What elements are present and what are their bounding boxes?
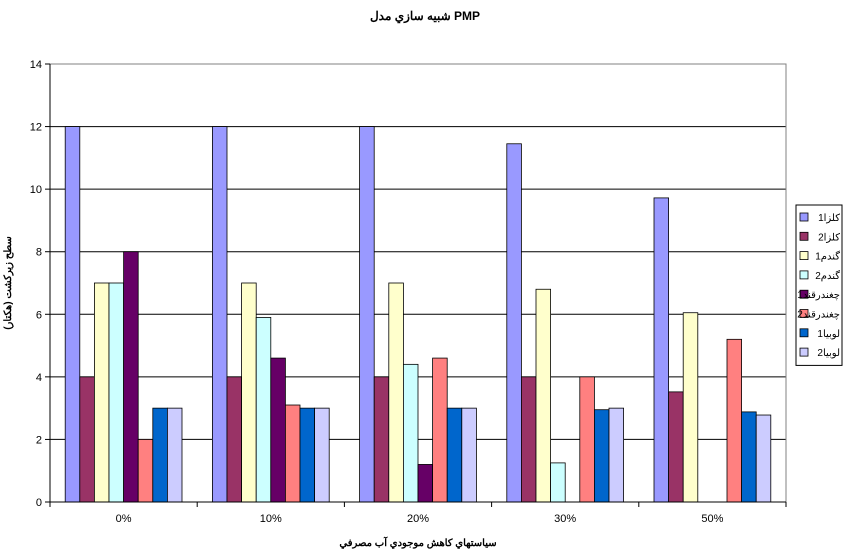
x-tick-label: 0% — [116, 513, 132, 525]
y-axis-label: سطح زيركشت (هكتار) — [3, 236, 14, 330]
legend-label: كلزا1 — [818, 213, 840, 224]
y-tick-label: 10 — [30, 184, 42, 196]
legend-swatch — [799, 347, 809, 357]
bar — [373, 376, 390, 503]
legend-swatch — [799, 212, 809, 222]
bar — [461, 407, 477, 503]
bar — [108, 282, 125, 503]
bar — [226, 376, 243, 503]
legend-box — [795, 204, 843, 366]
bar — [668, 391, 684, 503]
y-tick-label: 6 — [36, 309, 42, 321]
bar — [653, 197, 670, 503]
bar — [726, 338, 743, 503]
bar — [741, 411, 757, 503]
bar — [446, 407, 463, 503]
bar — [241, 282, 257, 503]
legend-label: گندم2 — [815, 270, 840, 282]
x-axis-label: سياستهاي كاهش موجودي آب مصرفي — [339, 536, 496, 549]
bar — [64, 126, 81, 503]
legend-label: گندم1 — [815, 251, 840, 263]
bar — [314, 407, 330, 503]
y-tick-label: 8 — [36, 247, 42, 259]
bar — [79, 376, 95, 503]
legend: كلزا1 كلزا2 گندم1 گندم2 چغندرقند1 چغندرقند2 لو… — [795, 204, 843, 366]
x-tick-label: 10% — [260, 513, 282, 525]
bar — [388, 282, 404, 503]
bar — [755, 414, 772, 503]
legend-label: چغندرقند2 — [797, 310, 840, 321]
bar — [608, 407, 625, 503]
bar — [299, 407, 316, 503]
x-tick-label: 20% — [407, 513, 429, 525]
legend-swatch — [799, 289, 809, 299]
bar — [506, 143, 522, 503]
legend-swatch — [799, 251, 809, 261]
bar — [152, 407, 168, 503]
bar — [123, 251, 139, 503]
bar — [417, 464, 434, 503]
bar — [521, 376, 537, 503]
bar — [579, 376, 595, 503]
bar — [550, 462, 566, 503]
bar — [594, 409, 610, 503]
bar — [255, 317, 272, 503]
legend-swatch — [799, 231, 809, 241]
x-tick-label: 30% — [554, 513, 576, 525]
y-axis: 0 2 4 6 8 10 12 14 — [30, 59, 51, 509]
legend-label: چغندرقند1 — [797, 290, 840, 301]
bar — [94, 282, 110, 503]
bar — [137, 439, 154, 503]
legend-label: كلزا2 — [818, 232, 840, 243]
x-tick-label: 50% — [701, 513, 723, 525]
legend-swatch — [799, 328, 809, 338]
legend-swatch — [799, 270, 809, 280]
y-tick-label: 12 — [30, 122, 42, 134]
y-tick-label: 14 — [30, 59, 42, 71]
bar — [359, 126, 375, 503]
x-axis: 0% 10% 20% 30% 50% — [49, 501, 787, 525]
chart-title: شبيه سازي مدل PMP — [370, 9, 480, 24]
bar — [402, 363, 419, 503]
legend-label: لوبيا2 — [817, 348, 840, 359]
bar — [682, 312, 699, 503]
y-tick-label: 4 — [36, 372, 42, 384]
bars — [64, 126, 772, 503]
bar — [166, 407, 183, 503]
y-tick-label: 2 — [36, 434, 42, 446]
bar — [432, 357, 448, 503]
bar — [270, 357, 286, 503]
bar — [535, 288, 552, 503]
legend-label: لوبيا1 — [817, 329, 840, 340]
y-tick-label: 0 — [36, 497, 42, 509]
bar — [284, 404, 301, 503]
legend-swatch — [799, 309, 809, 318]
bar — [211, 126, 228, 503]
